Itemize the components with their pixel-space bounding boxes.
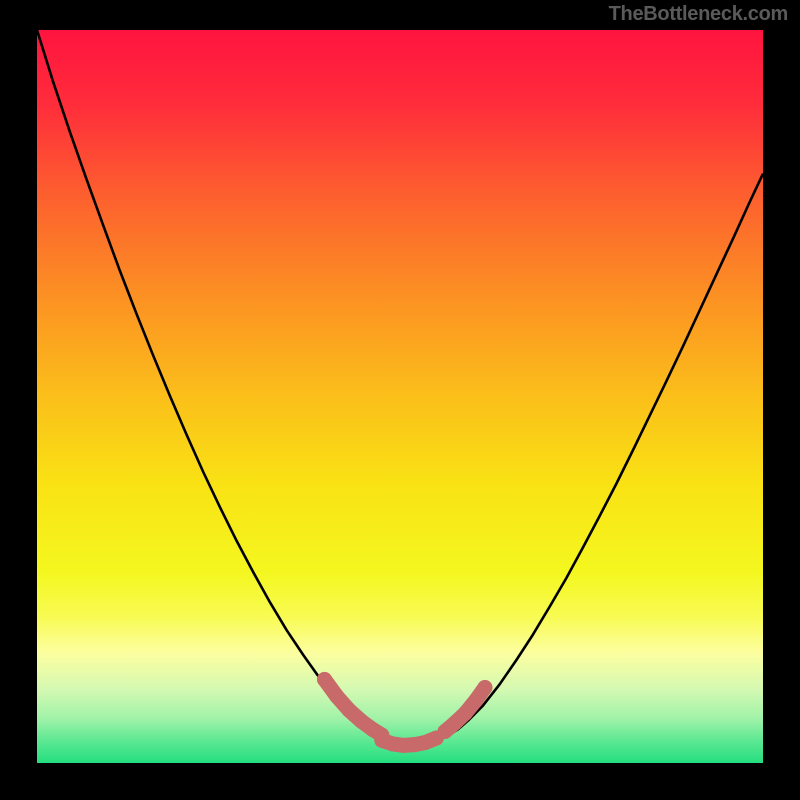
overlay-dot xyxy=(447,716,462,731)
overlay-dot xyxy=(468,693,483,708)
overlay-dot xyxy=(329,689,344,704)
overlay-dot xyxy=(342,703,357,718)
overlay-dot xyxy=(477,680,492,695)
overlay-dot xyxy=(458,706,473,721)
chart-frame: TheBottleneck.com xyxy=(0,0,800,800)
watermark-text: TheBottleneck.com xyxy=(609,3,788,26)
gradient-background xyxy=(37,30,763,763)
overlay-dot xyxy=(317,672,332,687)
plot-area xyxy=(37,30,763,763)
